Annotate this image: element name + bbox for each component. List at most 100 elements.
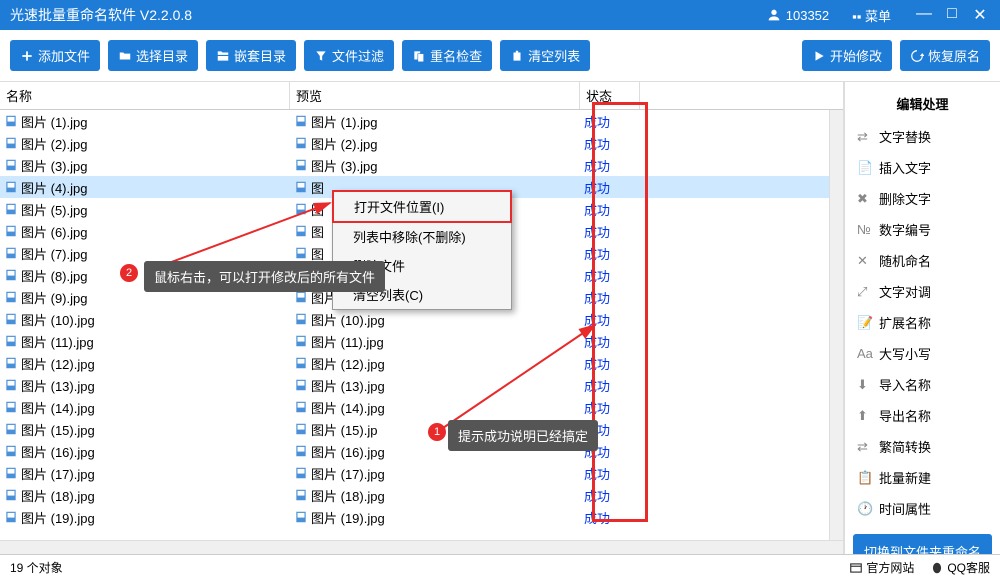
table-row[interactable]: 图片 (13).jpg图片 (13).jpg成功 [0,374,843,396]
cell-preview: 图片 (13).jpg [290,375,580,396]
cell-name: 图片 (14).jpg [0,397,290,418]
table-row[interactable]: 图片 (19).jpg图片 (19).jpg成功 [0,506,843,528]
cell-status: 成功 [580,309,640,330]
maximize-button[interactable]: □ [942,5,962,25]
side-icon: ⇄ [857,129,873,145]
table-row[interactable]: 图片 (14).jpg图片 (14).jpg成功 [0,396,843,418]
list-body[interactable]: 图片 (1).jpg图片 (1).jpg成功图片 (2).jpg图片 (2).j… [0,110,843,540]
side-icon: ⬆ [857,408,873,424]
cell-preview: 图片 (3).jpg [290,155,580,176]
callout-1: 提示成功说明已经搞定 [448,420,598,451]
cell-name: 图片 (1).jpg [0,111,290,132]
cell-preview: 图片 (17).jpg [290,463,580,484]
sidebar-item-1[interactable]: 📄插入文字 [845,152,1000,183]
table-row[interactable]: 图片 (16).jpg图片 (16).jpg成功 [0,440,843,462]
cell-status: 成功 [580,221,640,242]
vertical-scrollbar[interactable] [829,110,843,540]
user-id: 103352 [786,8,829,23]
sidebar-item-4[interactable]: ✕随机命名 [845,245,1000,276]
table-row[interactable]: 图片 (12).jpg图片 (12).jpg成功 [0,352,843,374]
cell-name: 图片 (11).jpg [0,331,290,352]
callout-badge-1: 1 [428,423,446,441]
restore-name-button[interactable]: 恢复原名 [900,40,990,71]
toolbar: 添加文件 选择目录 嵌套目录 文件过滤 重名检查 清空列表 开始修改 恢复原名 [0,30,1000,82]
cell-name: 图片 (10).jpg [0,309,290,330]
cell-preview: 图片 (18).jpg [290,485,580,506]
cell-status: 成功 [580,507,640,528]
cell-status: 成功 [580,133,640,154]
context-menu: 打开文件位置(I) 列表中移除(不删除) 删除文件 清空列表(C) [332,190,512,310]
select-dir-button[interactable]: 选择目录 [108,40,198,71]
nested-dir-button[interactable]: 嵌套目录 [206,40,296,71]
ctx-open-location[interactable]: 打开文件位置(I) [332,190,512,223]
side-icon: ⤢ [857,284,873,300]
cell-status: 成功 [580,331,640,352]
col-name[interactable]: 名称 [0,82,290,109]
cell-preview: 图片 (19).jpg [290,507,580,528]
sidebar-item-7[interactable]: Aa大写小写 [845,338,1000,369]
sidebar-item-10[interactable]: ⇄繁简转换 [845,431,1000,462]
side-icon: ✖ [857,191,873,207]
side-icon: Aa [857,346,873,361]
col-status[interactable]: 状态 [580,82,640,109]
table-row[interactable]: 图片 (17).jpg图片 (17).jpg成功 [0,462,843,484]
file-list: 名称 预览 状态 图片 (1).jpg图片 (1).jpg成功图片 (2).jp… [0,82,844,554]
horizontal-scrollbar[interactable] [0,540,843,554]
table-row[interactable]: 图片 (18).jpg图片 (18).jpg成功 [0,484,843,506]
cell-preview: 图片 (12).jpg [290,353,580,374]
user-info[interactable]: 103352 [766,7,829,23]
cell-name: 图片 (19).jpg [0,507,290,528]
close-button[interactable]: ✕ [970,5,990,25]
start-modify-button[interactable]: 开始修改 [802,40,892,71]
cell-status: 成功 [580,111,640,132]
sidebar-item-0[interactable]: ⇄文字替换 [845,121,1000,152]
side-icon: 📄 [857,160,873,176]
callout-badge-2: 2 [120,264,138,282]
table-row[interactable]: 图片 (10).jpg图片 (10).jpg成功 [0,308,843,330]
cell-preview: 图片 (11).jpg [290,331,580,352]
cell-status: 成功 [580,177,640,198]
qq-service-link[interactable]: QQ客服 [930,559,990,576]
dup-check-button[interactable]: 重名检查 [402,40,492,71]
switch-mode-button[interactable]: 切换到文件夹重命名 [853,534,992,554]
cell-name: 图片 (5).jpg [0,199,290,220]
sidebar-item-2[interactable]: ✖删除文字 [845,183,1000,214]
cell-status: 成功 [580,155,640,176]
table-row[interactable]: 图片 (3).jpg图片 (3).jpg成功 [0,154,843,176]
side-icon: 📋 [857,470,873,486]
sidebar-item-12[interactable]: 🕐时间属性 [845,493,1000,524]
cell-name: 图片 (15).jpg [0,419,290,440]
cell-name: 图片 (4).jpg [0,177,290,198]
sidebar-item-9[interactable]: ⬆导出名称 [845,400,1000,431]
cell-preview: 图片 (2).jpg [290,133,580,154]
table-row[interactable]: 图片 (2).jpg图片 (2).jpg成功 [0,132,843,154]
sidebar-item-8[interactable]: ⬇导入名称 [845,369,1000,400]
cell-status: 成功 [580,375,640,396]
side-icon: № [857,222,873,237]
minimize-button[interactable]: — [914,5,934,25]
official-site-link[interactable]: 官方网站 [849,559,914,576]
table-row[interactable]: 图片 (1).jpg图片 (1).jpg成功 [0,110,843,132]
table-row[interactable]: 图片 (15).jpg图片 (15).jp成功 [0,418,843,440]
sidebar-item-3[interactable]: №数字编号 [845,214,1000,245]
cell-name: 图片 (18).jpg [0,485,290,506]
col-preview[interactable]: 预览 [290,82,580,109]
side-icon: 🕐 [857,501,873,517]
file-filter-button[interactable]: 文件过滤 [304,40,394,71]
cell-preview: 图片 (1).jpg [290,111,580,132]
cell-name: 图片 (17).jpg [0,463,290,484]
table-row[interactable]: 图片 (11).jpg图片 (11).jpg成功 [0,330,843,352]
cell-status: 成功 [580,243,640,264]
cell-status: 成功 [580,397,640,418]
sidebar-item-5[interactable]: ⤢文字对调 [845,276,1000,307]
cell-preview: 图片 (14).jpg [290,397,580,418]
clear-list-button[interactable]: 清空列表 [500,40,590,71]
menu-button[interactable]: ▪▪ 菜单 [844,4,899,27]
cell-name: 图片 (16).jpg [0,441,290,462]
cell-preview: 图片 (10).jpg [290,309,580,330]
sidebar: 编辑处理 ⇄文字替换📄插入文字✖删除文字№数字编号✕随机命名⤢文字对调📝扩展名称… [844,82,1000,554]
ctx-remove-from-list[interactable]: 列表中移除(不删除) [333,222,511,251]
add-file-button[interactable]: 添加文件 [10,40,100,71]
sidebar-item-11[interactable]: 📋批量新建 [845,462,1000,493]
sidebar-item-6[interactable]: 📝扩展名称 [845,307,1000,338]
